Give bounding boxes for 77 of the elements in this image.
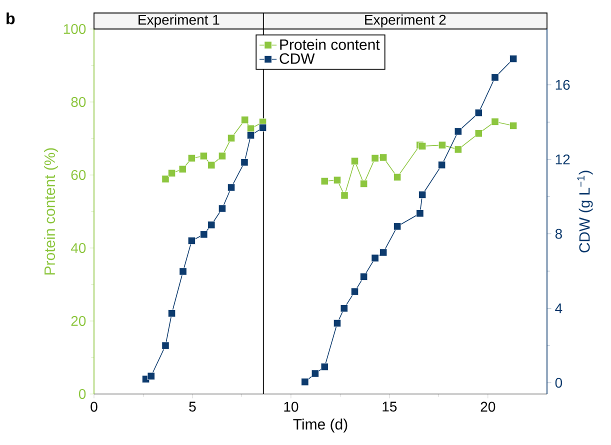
point (246, 124, 255, 132)
point (147, 372, 155, 380)
point (218, 204, 226, 212)
y2-tick-label: 16 (556, 80, 570, 90)
point (474, 130, 482, 138)
point (200, 230, 208, 238)
point (454, 146, 462, 154)
point (340, 304, 348, 312)
y2-axis-title: CDW (g L$^{−1}$) (577, 170, 593, 252)
point (168, 310, 176, 318)
y-tick-label: 80 (71, 97, 86, 107)
y-tick-label: 60 (71, 170, 86, 180)
point (162, 342, 170, 350)
point (179, 268, 187, 276)
point (258, 124, 267, 132)
point (360, 272, 368, 280)
point (438, 141, 446, 149)
point (162, 175, 170, 183)
point (474, 109, 482, 117)
point (350, 157, 359, 165)
y-tick-label: 0 (78, 389, 86, 399)
point (320, 363, 328, 371)
point (418, 142, 426, 150)
point (394, 222, 402, 230)
point (510, 122, 518, 130)
point (360, 180, 368, 188)
point (168, 169, 176, 177)
chart-title: b (6, 12, 15, 24)
point (454, 128, 462, 136)
y-tick-label: 100 (64, 24, 86, 34)
legend-label: Protein content (280, 38, 380, 50)
y2-tick-label: 4 (555, 304, 562, 314)
point (178, 165, 186, 173)
point (371, 154, 379, 162)
text: Experiment 2 (365, 14, 446, 28)
legend-label: CDW (280, 53, 315, 64)
y2-tick-label: 12 (556, 154, 570, 164)
x-axis-title: Time (d) (293, 418, 348, 433)
x-tick-label: 15 (382, 402, 397, 412)
x-tick-label: 20 (480, 402, 496, 412)
point (416, 210, 424, 218)
point (340, 192, 348, 200)
point (371, 254, 379, 262)
point (240, 158, 248, 166)
point (188, 154, 196, 162)
point (241, 116, 249, 124)
point (394, 173, 402, 181)
point (311, 370, 319, 378)
point (320, 177, 328, 186)
text: Experiment 1 (138, 14, 220, 28)
point (418, 190, 426, 199)
point (208, 161, 216, 169)
x-tick-label: 5 (189, 402, 196, 412)
point (333, 176, 342, 184)
point (350, 288, 359, 296)
point (208, 221, 216, 229)
point (510, 54, 518, 63)
point (200, 152, 208, 160)
point (380, 248, 388, 256)
y-tick-label: 20 (71, 316, 86, 326)
point (491, 74, 499, 82)
point (218, 152, 226, 160)
y2-tick-label: 8 (555, 228, 562, 239)
point (188, 236, 196, 245)
point (246, 132, 255, 140)
point (227, 134, 236, 142)
point (333, 319, 342, 328)
x-tick-label: 0 (90, 402, 98, 412)
point (227, 184, 236, 192)
x-tick-label: 10 (284, 402, 298, 412)
point (438, 161, 446, 169)
y2-tick-label: 0 (555, 378, 562, 388)
y-tick-label: 40 (70, 243, 86, 253)
point (380, 154, 388, 162)
point (491, 118, 499, 126)
y-axis-title: Protein content (%) (44, 148, 58, 274)
point (301, 378, 309, 386)
